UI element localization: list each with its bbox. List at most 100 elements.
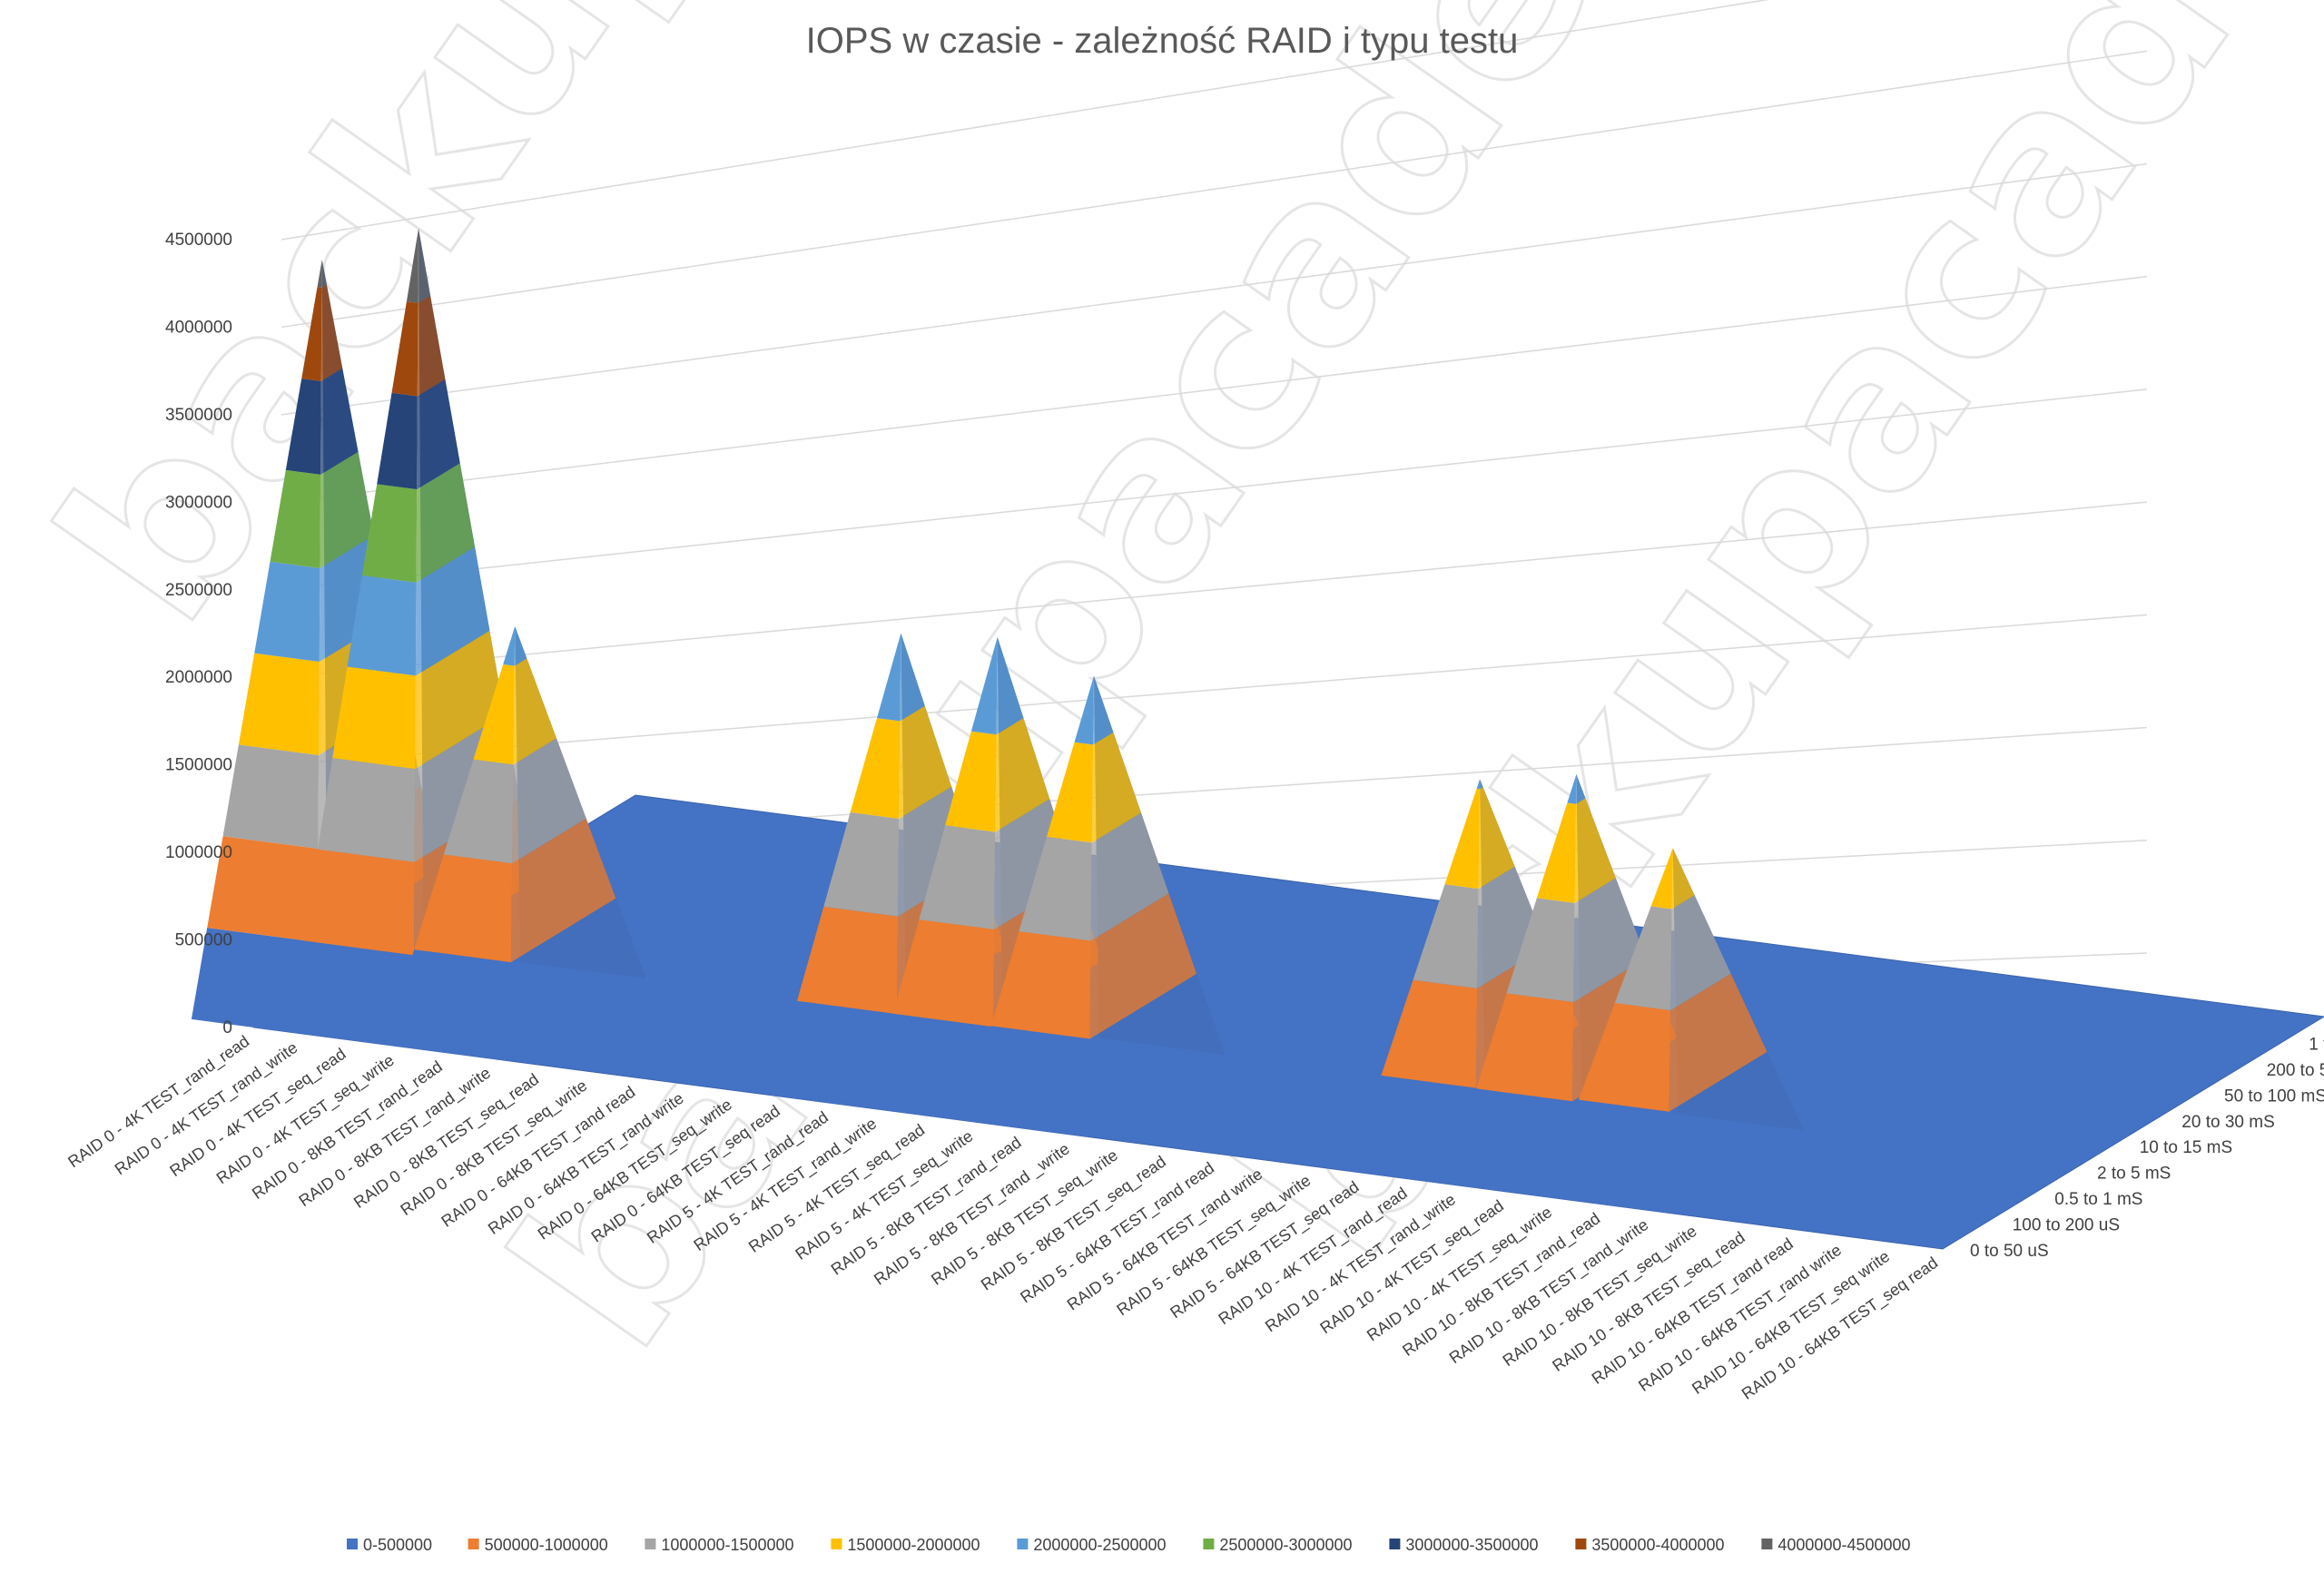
peak-band: [254, 561, 320, 662]
depth-label: 10 to 15 mS: [2140, 1138, 2232, 1157]
z-tick-label: 0: [222, 1018, 232, 1037]
peak-band: [238, 653, 320, 755]
depth-label: 200 to 500 mS: [2267, 1061, 2324, 1080]
peak-band: [1541, 1099, 1669, 1214]
peak-band-side: [1668, 1051, 1804, 1214]
peak-band: [377, 392, 418, 490]
peak-band-side: [320, 368, 359, 475]
peak-band: [317, 260, 322, 288]
legend-label: 500000-1000000: [485, 1536, 608, 1554]
peak-band-side: [1091, 732, 1141, 843]
peak-band-side: [996, 636, 1024, 735]
z-tick-label: 3000000: [165, 493, 232, 512]
gridline: [281, 388, 2148, 591]
peak-band-side: [1671, 848, 1695, 909]
peak-band-side: [1669, 973, 1768, 1112]
surface-peaks: [191, 228, 1804, 1214]
peak-band: [1381, 979, 1478, 1088]
peak-band: [1047, 742, 1094, 843]
peak-band: [945, 731, 997, 832]
peak-band: [285, 379, 321, 475]
legend-item: 3000000-3500000: [1389, 1536, 1539, 1554]
peak-band-side: [1090, 812, 1169, 941]
z-tick-label: 1500000: [165, 756, 232, 775]
peak-band-side: [1477, 866, 1547, 988]
peak-band: [877, 633, 901, 722]
gridline: [281, 162, 2148, 416]
peak-band: [797, 906, 899, 1015]
peak-band-side: [418, 228, 430, 303]
peak-band: [1413, 884, 1479, 988]
legend-label: 0-500000: [363, 1536, 432, 1554]
peak-band-side: [1670, 895, 1731, 1011]
peak-band-side: [416, 463, 475, 583]
peak-band: [1445, 1088, 1573, 1201]
peak-band-side: [417, 379, 460, 490]
legend-swatch: [645, 1539, 656, 1549]
peak-band: [414, 854, 513, 963]
peak-band: [473, 664, 515, 765]
peak-band: [770, 1000, 897, 1112]
peak-band: [391, 301, 419, 397]
peak-band: [866, 1013, 994, 1125]
peak-band: [1476, 779, 1481, 790]
peak-band: [963, 1026, 1090, 1137]
peak-band: [1578, 1003, 1671, 1112]
peak-band-side: [1480, 779, 1483, 790]
peak-band-side: [415, 630, 505, 770]
legend-swatch: [1017, 1539, 1029, 1549]
gridline: [281, 275, 2148, 504]
peak-band: [317, 758, 416, 862]
peak-band-side: [995, 718, 1050, 832]
depth-label: 0 to 50 uS: [1970, 1242, 2049, 1261]
legend-swatch: [1203, 1539, 1215, 1549]
peak-band-side: [514, 626, 527, 666]
depth-label: 0.5 to 1 mS: [2054, 1190, 2142, 1209]
legend-label: 2500000-3000000: [1219, 1536, 1352, 1554]
z-axis-ticks: 0 500000 1000000 1500000 2000000 2500000 30000…: [165, 231, 232, 1037]
surface-peak: [963, 675, 1225, 1137]
gridline: [281, 501, 2148, 678]
peak-band: [361, 484, 418, 583]
peak-band-side: [512, 738, 586, 864]
legend-swatch: [1575, 1539, 1587, 1549]
legend-item: 0-500000: [347, 1536, 432, 1554]
peak-band: [222, 744, 320, 849]
peak-band: [270, 469, 321, 568]
peak-band: [1349, 1075, 1476, 1188]
peak-band-side: [510, 818, 616, 963]
legend-item: 4000000-4500000: [1761, 1536, 1911, 1554]
peak-band: [1019, 836, 1092, 941]
peak-band-side: [1574, 798, 1616, 903]
surface-peak: [1541, 848, 1804, 1214]
peak-band-side: [513, 658, 556, 765]
peak-band: [1614, 906, 1672, 1011]
peak-band-side: [1576, 774, 1586, 804]
z-tick-label: 2500000: [165, 581, 232, 600]
legend-label: 2000000-2500000: [1033, 1536, 1166, 1554]
peak-band-side: [509, 898, 645, 1061]
legend-swatch: [1761, 1539, 1773, 1549]
depth-label: 2 to 5 mS: [2097, 1165, 2171, 1184]
peak-band-side: [899, 705, 952, 819]
peak-band: [406, 228, 419, 303]
legend-label: 1500000-2000000: [847, 1536, 980, 1554]
peak-band-side: [321, 260, 327, 288]
legend-item: 2000000-2500000: [1017, 1536, 1167, 1554]
legend-label: 3500000-4000000: [1591, 1536, 1724, 1554]
peak-band: [1536, 802, 1576, 903]
peak-band: [301, 287, 322, 381]
legend-item: 3500000-4000000: [1575, 1536, 1725, 1554]
peak-band-side: [1088, 973, 1225, 1137]
peak-band-side: [320, 451, 374, 568]
peak-band: [1074, 675, 1094, 745]
legend: 0-500000 500000-1000000 1000000-1500000 150…: [347, 1536, 1911, 1554]
depth-label: 100 to 200 uS: [2013, 1216, 2120, 1235]
peak-band-side: [1093, 675, 1114, 745]
depth-label: 1 to 2 s: [2309, 1035, 2324, 1054]
peak-band: [503, 626, 516, 666]
peak-band: [970, 636, 998, 735]
depth-label: 50 to 100 mS: [2224, 1086, 2324, 1106]
peak-band-side: [417, 295, 446, 397]
